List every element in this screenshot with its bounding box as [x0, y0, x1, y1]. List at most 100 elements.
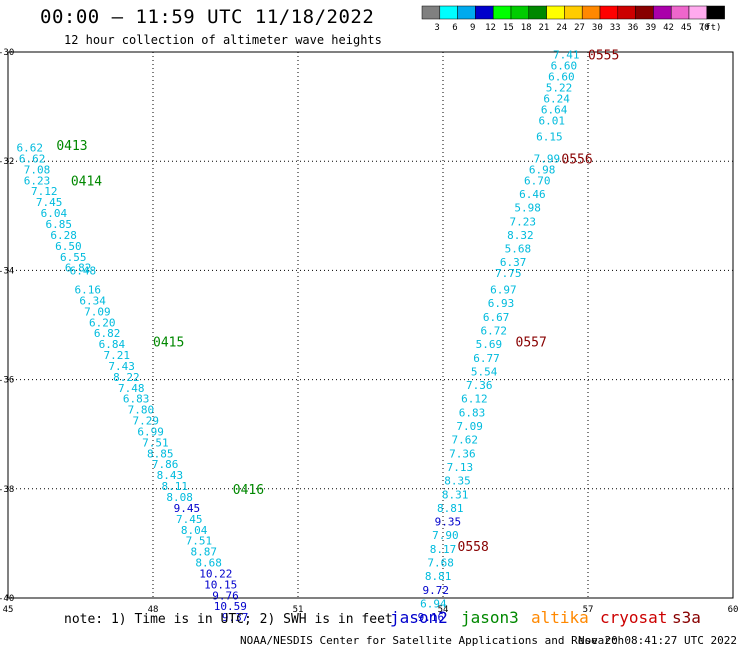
wave-height-label: 7.80 [128, 404, 155, 417]
scale-tick-label: 45 [681, 23, 692, 33]
pass-time-label: 0558 [458, 540, 489, 555]
chart-subtitle: 12 hour collection of altimeter wave hei… [64, 33, 382, 47]
wave-height-label: 8.31 [442, 488, 469, 501]
wave-height-label: 6.99 [137, 425, 164, 438]
wave-height-label: 6.62 [17, 142, 44, 155]
x-tick-label: 54 [438, 605, 449, 615]
wave-height-label: 6.83 [123, 393, 150, 406]
wave-height-label: 7.45 [36, 196, 63, 209]
wave-height-label: 8.81 [425, 570, 452, 583]
wave-height-label: 6.84 [99, 338, 126, 351]
x-tick-label: 45 [3, 605, 14, 615]
wave-height-label: 6.12 [461, 393, 488, 406]
wave-height-label: 8.87 [191, 546, 218, 559]
wave-height-label: 9.37 [222, 611, 249, 624]
wave-height-label: 6.15 [536, 131, 563, 144]
wave-height-label: 6.94 [420, 597, 447, 610]
scale-tick-label: 36 [628, 23, 639, 33]
wave-height-label: 6.20 [89, 316, 116, 329]
wave-height-label: 6.82 [65, 262, 92, 275]
wave-height-label: 6.85 [46, 218, 73, 231]
plot-frame [7, 51, 734, 599]
wave-height-label: 7.36 [466, 379, 493, 392]
wave-height-label: 8.11 [162, 480, 189, 493]
wave-height-label: 8.08 [166, 491, 193, 504]
wave-height-label: 8.43 [157, 469, 184, 482]
wave-height-label: 9.16 [418, 611, 445, 624]
wave-height-label: 8.32 [507, 229, 534, 242]
wave-height-label: 6.34 [79, 294, 106, 307]
wave-height-label: 6.77 [473, 352, 500, 365]
wave-height-label: 5.54 [471, 365, 498, 378]
wave-height-label: 7.90 [432, 529, 459, 542]
y-tick-label: -36 [0, 376, 14, 386]
wave-height-label: 8.68 [195, 557, 222, 570]
x-tick-label: 48 [148, 605, 159, 615]
scale-tick-label: 3 [434, 23, 439, 33]
scale-tick-label: 18 [521, 23, 532, 33]
wave-height-label: 10.15 [204, 578, 237, 591]
mission-name: jason3 [461, 608, 519, 627]
scale-tick-label: 15 [503, 23, 514, 33]
wave-height-label: 10.22 [199, 567, 232, 580]
mission-name: altika [531, 608, 589, 627]
wave-height-label: 6.70 [524, 174, 551, 187]
scale-tick-label: 27 [574, 23, 585, 33]
wave-height-label: 8.17 [430, 543, 457, 556]
wave-height-label: 10.59 [214, 600, 247, 613]
pass-time-label: 0414 [71, 174, 102, 189]
x-tick-label: 51 [293, 605, 304, 615]
chart-title: 00:00 – 11:59 UTC 11/18/2022 [40, 6, 375, 28]
wave-height-label: 7.23 [510, 215, 537, 228]
scale-tick-label: 24 [556, 23, 567, 33]
scale-swatch [706, 5, 725, 20]
wave-height-label: 5.69 [476, 338, 503, 351]
scale-tick-label: 9 [470, 23, 475, 33]
wave-height-label: 7.29 [133, 415, 160, 428]
x-tick-label: 60 [728, 605, 739, 615]
wave-height-label: 6.60 [551, 60, 578, 73]
wave-height-label: 7.62 [452, 434, 479, 447]
footer-timestamp: Nov 20 08:41:27 UTC 2022 [578, 634, 737, 647]
wave-height-label: 6.24 [543, 92, 570, 105]
scale-tick-label: 30 [592, 23, 603, 33]
wave-height-label: 8.85 [147, 447, 174, 460]
wave-height-label: 6.67 [483, 311, 510, 324]
scale-unit-label: (ft) [700, 23, 722, 33]
wave-height-label: 6.01 [539, 114, 566, 127]
wave-height-label: 6.97 [490, 284, 517, 297]
wave-height-label: 7.45 [176, 513, 203, 526]
wave-height-label: 6.37 [500, 256, 527, 269]
scale-tick-label: 21 [539, 23, 550, 33]
wave-height-label: 7.09 [84, 305, 111, 318]
wave-height-label: 6.16 [75, 284, 102, 297]
wave-height-label: 6.93 [488, 297, 515, 310]
scale-tick-label: 12 [485, 23, 496, 33]
wave-height-label: 7.51 [142, 436, 169, 449]
wave-height-label: 8.35 [444, 475, 471, 488]
mission-name: cryosat [600, 608, 668, 627]
scale-tick-label: 42 [663, 23, 674, 33]
wave-height-label: 7.09 [456, 420, 483, 433]
wave-height-label: 6.50 [55, 240, 82, 253]
wave-height-label: 5.22 [546, 81, 573, 94]
scale-tick-label: 33 [610, 23, 621, 33]
wave-height-label: 9.76 [212, 589, 239, 602]
wave-height-label: 7.68 [427, 557, 454, 570]
wave-height-label: 6.62 [19, 152, 46, 165]
wave-height-label: 6.46 [519, 188, 546, 201]
wave-height-label: 7.12 [31, 185, 58, 198]
wave-height-label: 7.36 [449, 447, 476, 460]
wave-height-label: 7.99 [534, 152, 561, 165]
wave-height-label: 6.55 [60, 251, 87, 264]
wave-height-label: 6.28 [50, 229, 77, 242]
wave-height-label: 7.48 [118, 382, 145, 395]
wave-height-label: 7.51 [186, 535, 213, 548]
y-tick-label: -30 [0, 48, 14, 58]
wave-height-label: 5.68 [505, 243, 532, 256]
wave-height-label: 7.08 [24, 163, 51, 176]
wave-height-label: 6.60 [548, 71, 575, 84]
pass-time-label: 0416 [233, 483, 264, 498]
wave-height-label: 6.98 [529, 163, 556, 176]
